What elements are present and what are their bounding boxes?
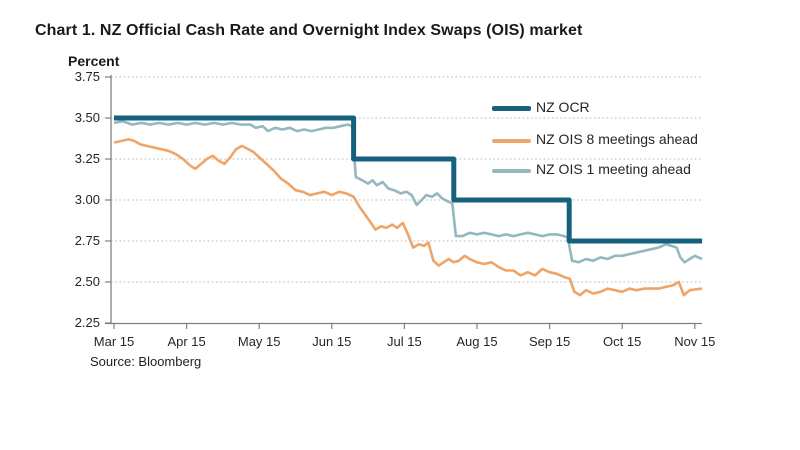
legend-swatch-ois8 xyxy=(492,139,531,143)
legend-swatch-ocr xyxy=(492,106,531,111)
x-tick-label: Aug 15 xyxy=(456,334,498,349)
x-tick-label: Jun 15 xyxy=(312,334,352,349)
legend-label-ocr: NZ OCR xyxy=(536,99,590,115)
x-tick-label: Sep 15 xyxy=(528,334,571,349)
x-tick-label: May 15 xyxy=(237,334,281,349)
series-line-2 xyxy=(113,120,703,264)
legend-label-ois8: NZ OIS 8 meetings ahead xyxy=(536,131,698,147)
x-tick-label: Oct 15 xyxy=(603,334,642,349)
legend-label-ois1: NZ OIS 1 meeting ahead xyxy=(536,161,691,177)
y-tick-label: 3.25 xyxy=(74,151,100,166)
x-tick-label: Jul 15 xyxy=(387,334,422,349)
series-line-1 xyxy=(113,138,703,297)
legend-swatch-ois1 xyxy=(492,169,531,173)
y-tick-label: 3.75 xyxy=(74,69,100,84)
y-tick-label: 2.75 xyxy=(74,233,100,248)
source-note: Source: Bloomberg xyxy=(90,354,202,369)
x-tick-label: Mar 15 xyxy=(93,334,135,349)
y-tick-label: 3.00 xyxy=(74,192,100,207)
y-tick-label: 2.50 xyxy=(74,274,100,289)
y-tick-label: 2.25 xyxy=(74,315,100,330)
chart-title: Chart 1. NZ Official Cash Rate and Overn… xyxy=(35,22,583,39)
y-axis-unit-label: Percent xyxy=(68,53,120,69)
y-tick-label: 3.50 xyxy=(74,110,100,125)
series-line-0 xyxy=(114,115,703,244)
x-tick-label: Nov 15 xyxy=(674,334,716,349)
x-tick-label: Apr 15 xyxy=(167,334,206,349)
